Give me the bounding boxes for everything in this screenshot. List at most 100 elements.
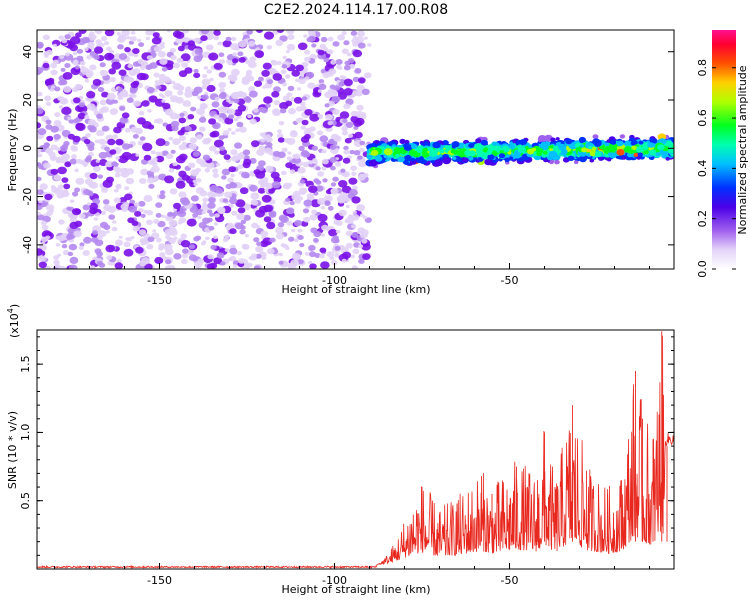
heatmap-cell bbox=[112, 220, 117, 224]
heatmap-cell bbox=[182, 248, 189, 254]
heatmap-cell bbox=[229, 247, 238, 255]
heatmap-cell bbox=[219, 88, 225, 93]
heatmap-cell bbox=[304, 76, 310, 81]
heatmap-cell bbox=[271, 181, 281, 189]
heatmap-cell bbox=[404, 154, 412, 162]
heatmap-cell bbox=[62, 250, 70, 256]
heatmap-cell bbox=[354, 131, 363, 139]
heatmap-cell bbox=[294, 261, 299, 265]
heatmap-cell bbox=[204, 236, 210, 241]
heatmap-cell bbox=[574, 143, 580, 148]
heatmap-cell bbox=[200, 35, 208, 42]
heatmap-cell bbox=[84, 114, 90, 119]
heatmap-cell bbox=[114, 172, 121, 178]
heatmap-cell bbox=[181, 30, 190, 34]
heatmap-cell bbox=[239, 229, 246, 235]
heatmap-cell bbox=[107, 53, 115, 60]
heatmap-cell bbox=[96, 251, 103, 257]
heatmap-cell bbox=[432, 141, 441, 149]
heatmap-cell bbox=[86, 91, 96, 99]
heatmap-cell bbox=[105, 230, 110, 234]
heatmap-cell bbox=[67, 251, 74, 257]
heatmap-cell bbox=[304, 49, 311, 55]
heatmap-cell bbox=[187, 162, 196, 169]
x-tick-label: -100 bbox=[322, 574, 347, 587]
heatmap-cell bbox=[345, 204, 350, 209]
heatmap-cell bbox=[294, 198, 301, 204]
heatmap-cell bbox=[172, 138, 181, 146]
heatmap-cell bbox=[169, 188, 178, 195]
heatmap-cell bbox=[192, 213, 199, 218]
heatmap-cell bbox=[112, 134, 118, 140]
heatmap-cell bbox=[184, 131, 189, 136]
heatmap-cell bbox=[37, 248, 44, 256]
heatmap-cell bbox=[423, 141, 429, 146]
heatmap-cell bbox=[254, 50, 265, 58]
heatmap-cell bbox=[528, 144, 533, 148]
heatmap-cell bbox=[237, 51, 244, 57]
heatmap-cell bbox=[140, 213, 146, 218]
heatmap-cell bbox=[184, 125, 191, 131]
heatmap-cell bbox=[43, 53, 49, 58]
heatmap-cell bbox=[123, 248, 134, 257]
heatmap-cell bbox=[507, 151, 512, 155]
heatmap-cell bbox=[232, 264, 238, 268]
heatmap-cell bbox=[318, 83, 327, 90]
heatmap-cell bbox=[336, 64, 342, 70]
heatmap-cell bbox=[152, 32, 160, 38]
heatmap-cell bbox=[54, 112, 61, 118]
heatmap-cell bbox=[248, 40, 256, 47]
heatmap-cell bbox=[124, 193, 133, 201]
heatmap-cell bbox=[98, 138, 106, 145]
heatmap-cell bbox=[248, 90, 258, 98]
heatmap-cell bbox=[232, 52, 237, 57]
heatmap-cell bbox=[181, 174, 190, 181]
heatmap-cell bbox=[341, 48, 349, 55]
heatmap-cell bbox=[289, 130, 298, 138]
heatmap-cell bbox=[169, 48, 177, 53]
heatmap-cell bbox=[78, 102, 86, 108]
heatmap-cell bbox=[170, 55, 177, 60]
heatmap-cell bbox=[350, 254, 355, 259]
heatmap-cell bbox=[84, 79, 90, 83]
heatmap-cell bbox=[106, 255, 113, 260]
heatmap-cell bbox=[114, 262, 124, 269]
heatmap-cell bbox=[166, 153, 174, 160]
heatmap-cell bbox=[115, 138, 124, 146]
heatmap-cell bbox=[156, 85, 162, 90]
heatmap-cell bbox=[344, 219, 350, 224]
heatmap-cell bbox=[159, 58, 168, 65]
heatmap-cell bbox=[559, 148, 568, 156]
heatmap-cell bbox=[291, 228, 296, 233]
heatmap-cell bbox=[326, 251, 335, 258]
heatmap-cell bbox=[317, 114, 322, 118]
heatmap-cell bbox=[100, 35, 108, 42]
heatmap-cell bbox=[171, 80, 176, 85]
heatmap-cell bbox=[351, 171, 357, 176]
heatmap-cell bbox=[361, 238, 368, 244]
heatmap-cell bbox=[180, 233, 188, 239]
heatmap-cell bbox=[335, 59, 343, 65]
heatmap-cell bbox=[258, 160, 266, 167]
heatmap-cell bbox=[127, 63, 133, 69]
heatmap-cell bbox=[317, 49, 325, 56]
heatmap-cell bbox=[138, 42, 145, 47]
heatmap-cell bbox=[209, 212, 215, 217]
heatmap-cell bbox=[125, 237, 130, 241]
heatmap-cell bbox=[64, 34, 71, 40]
heatmap-cell bbox=[260, 180, 269, 188]
heatmap-cell bbox=[155, 138, 166, 147]
heatmap-cell bbox=[188, 244, 196, 250]
heatmap-cell bbox=[79, 213, 86, 219]
heatmap-cell bbox=[159, 193, 166, 200]
heatmap-cell bbox=[231, 36, 237, 42]
heatmap-cell bbox=[607, 152, 613, 157]
heatmap-cell bbox=[245, 59, 251, 65]
heatmap-cell bbox=[273, 100, 281, 106]
heatmap-cell bbox=[38, 153, 43, 158]
heatmap-cell bbox=[337, 34, 345, 41]
heatmap-cell bbox=[135, 246, 144, 254]
heatmap-cell bbox=[230, 149, 238, 156]
heatmap-cell bbox=[330, 165, 336, 171]
heatmap-cell bbox=[61, 38, 68, 44]
